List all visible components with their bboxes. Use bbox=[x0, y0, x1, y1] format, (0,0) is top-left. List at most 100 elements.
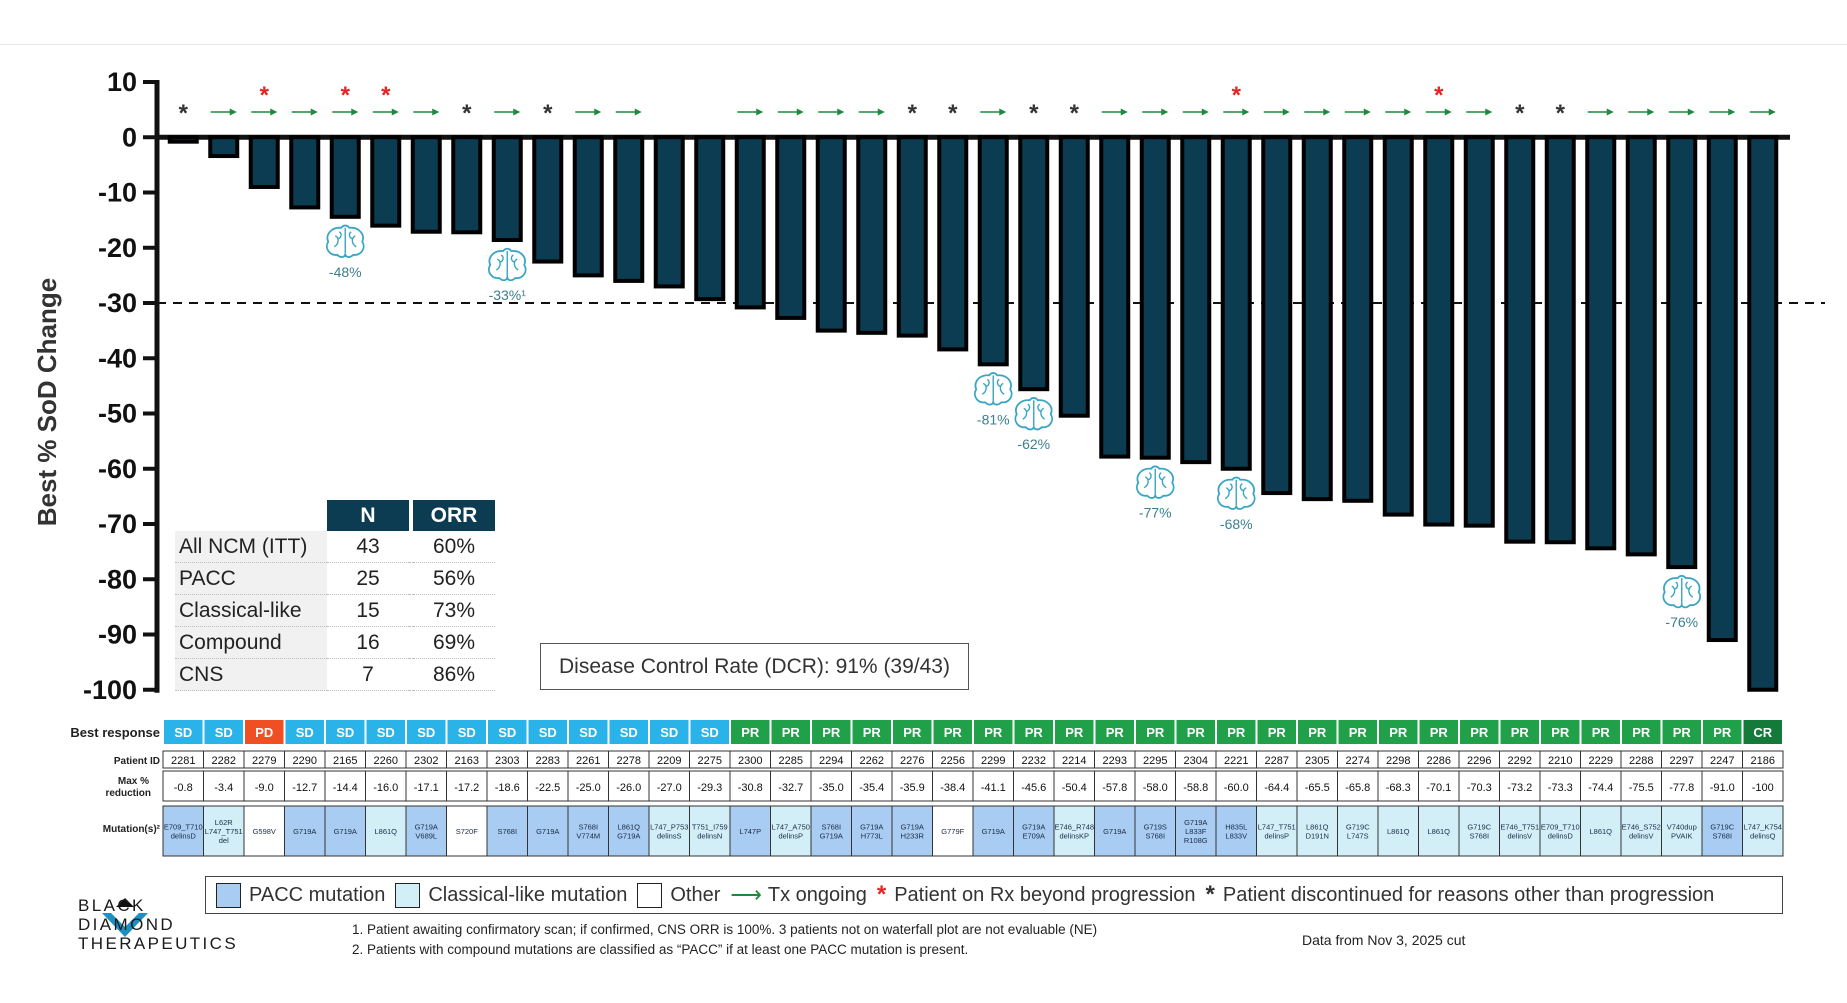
best-response-label: SD bbox=[701, 725, 719, 740]
patient-id: 2186 bbox=[1751, 755, 1775, 767]
max-reduction-cell bbox=[1134, 770, 1176, 802]
bars-group bbox=[167, 135, 1779, 692]
row-label: Max % bbox=[118, 776, 149, 787]
best-response-cell bbox=[731, 720, 770, 744]
mutation-text: delinsS bbox=[657, 832, 682, 841]
legend-discontinued-label: Patient discontinued for reasons other t… bbox=[1222, 883, 1715, 906]
arrowhead bbox=[391, 108, 399, 116]
mutation-text: G719A bbox=[1184, 818, 1207, 827]
legend-ongoing-label: Tx ongoing bbox=[767, 883, 867, 906]
patient-id: 2256 bbox=[941, 755, 965, 767]
arrowhead bbox=[1323, 108, 1331, 116]
mutation-cell bbox=[324, 805, 366, 857]
best-response-label: PR bbox=[1146, 725, 1165, 740]
max-reduction-value: -100 bbox=[1752, 782, 1774, 794]
bar bbox=[896, 135, 928, 338]
mutation-cell bbox=[567, 805, 609, 857]
best-response-cell bbox=[893, 720, 932, 744]
mutation-text: del bbox=[219, 836, 229, 845]
orr-row: PACC 25 56% bbox=[175, 562, 495, 595]
top-divider bbox=[0, 44, 1847, 45]
best-response-label: PR bbox=[1632, 725, 1651, 740]
best-response-cell bbox=[326, 720, 365, 744]
mutation-text: D191N bbox=[1306, 832, 1329, 841]
patient-id: 2302 bbox=[414, 755, 438, 767]
orr-row-n: 25 bbox=[327, 562, 409, 595]
bar bbox=[1058, 135, 1090, 418]
best-response-cell bbox=[1298, 720, 1337, 744]
mutation-cell bbox=[486, 805, 528, 857]
legend-pacc-label: PACC mutation bbox=[249, 883, 386, 906]
y-axis-label: Best % SoD Change bbox=[32, 278, 62, 527]
mutation-text: S768I bbox=[578, 823, 598, 832]
max-reduction-cell bbox=[567, 770, 609, 802]
max-reduction-cell bbox=[770, 770, 812, 802]
patient-id: 2292 bbox=[1508, 755, 1532, 767]
dcr-box: Disease Control Rate (DCR): 91% (39/43) bbox=[540, 643, 969, 690]
max-reduction-value: -22.5 bbox=[535, 782, 560, 794]
patient-id: 2262 bbox=[860, 755, 884, 767]
bar bbox=[734, 135, 766, 310]
max-reduction-value: -41.1 bbox=[981, 782, 1006, 794]
max-reduction-value: -27.0 bbox=[657, 782, 682, 794]
y-tick-label: 0 bbox=[122, 122, 137, 152]
mutation-text: L747_P753 bbox=[650, 823, 688, 832]
max-reduction-value: -68.3 bbox=[1386, 782, 1411, 794]
bar bbox=[329, 135, 361, 219]
best-response-cell bbox=[1379, 720, 1418, 744]
bar bbox=[491, 135, 523, 243]
y-tick-label: -10 bbox=[98, 178, 137, 208]
bar bbox=[208, 135, 240, 159]
brain-icon bbox=[1014, 397, 1054, 431]
brain-folds bbox=[1670, 578, 1694, 605]
max-reduction-value: -75.5 bbox=[1629, 782, 1654, 794]
max-reduction-value: -25.0 bbox=[576, 782, 601, 794]
orr-row-orr: 56% bbox=[413, 562, 495, 595]
classical-swatch bbox=[395, 882, 421, 908]
mutation-cell bbox=[405, 805, 447, 857]
max-reduction-cell bbox=[527, 770, 569, 802]
best-response-cell bbox=[812, 720, 851, 744]
bar bbox=[1504, 135, 1536, 544]
patient-id: 2163 bbox=[455, 755, 479, 767]
patient-id: 2165 bbox=[333, 755, 357, 767]
cns-response-label: -81% bbox=[977, 411, 1010, 427]
patient-id: 2297 bbox=[1670, 755, 1694, 767]
arrowhead bbox=[877, 108, 885, 116]
mutation-cell bbox=[770, 805, 812, 857]
bar bbox=[1018, 135, 1050, 392]
max-reduction-cell bbox=[1013, 770, 1055, 802]
max-reduction-cell bbox=[1215, 770, 1257, 802]
brain-icon bbox=[1216, 476, 1256, 510]
best-response-cell bbox=[164, 720, 203, 744]
mutation-cell bbox=[1458, 805, 1500, 857]
max-reduction-cell bbox=[1701, 770, 1743, 802]
best-response-label: PR bbox=[903, 725, 922, 740]
best-response-cell bbox=[1622, 720, 1661, 744]
bar bbox=[1382, 135, 1414, 517]
max-reduction-value: -9.0 bbox=[255, 782, 274, 794]
best-response-cell bbox=[933, 720, 972, 744]
best-response-label: PR bbox=[782, 725, 801, 740]
max-reduction-value: -35.4 bbox=[859, 782, 884, 794]
mutation-text: R108G bbox=[1184, 836, 1208, 845]
best-response-label: SD bbox=[458, 725, 476, 740]
patient-id: 2279 bbox=[252, 755, 276, 767]
mutation-text: G719S bbox=[1144, 823, 1167, 832]
mutation-text: V689L bbox=[415, 832, 437, 841]
best-response-cell bbox=[1217, 720, 1256, 744]
logo-text: BLACK DIAMOND THERAPEUTICS bbox=[78, 896, 238, 953]
arrowhead bbox=[796, 108, 804, 116]
bar bbox=[1423, 135, 1455, 527]
max-reduction-cell bbox=[162, 770, 204, 802]
best-response-cell bbox=[1703, 720, 1742, 744]
arrowhead bbox=[837, 108, 845, 116]
patient-id: 2282 bbox=[212, 755, 236, 767]
best-response-cell bbox=[771, 720, 810, 744]
mutation-text: S768I bbox=[1145, 832, 1165, 841]
patient-id: 2296 bbox=[1467, 755, 1491, 767]
max-reduction-cell bbox=[1580, 770, 1622, 802]
patient-id: 2294 bbox=[819, 755, 843, 767]
legend-pacc: PACC mutation bbox=[216, 882, 386, 908]
brain-folds bbox=[1224, 479, 1248, 506]
